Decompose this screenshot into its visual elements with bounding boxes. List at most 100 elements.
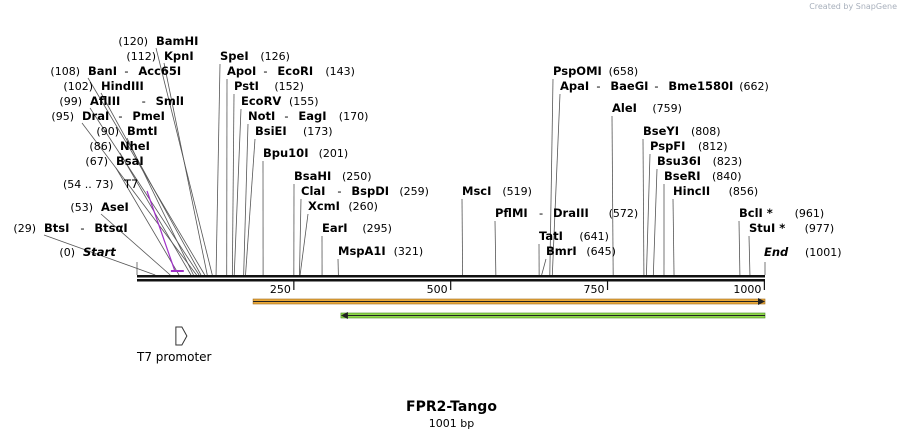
site-nhei-name[interactable]: NheI xyxy=(120,139,150,153)
site-eari-name[interactable]: EarI xyxy=(322,221,348,235)
site-bseyi[interactable]: BseYI (808) xyxy=(643,124,721,138)
site-mspa1i[interactable]: MspA1I (321) xyxy=(338,244,423,258)
site-asei[interactable]: (53) AseI xyxy=(70,200,128,214)
site-bani-name[interactable]: Acc65I xyxy=(138,64,181,78)
site-noti[interactable]: NotI - EagI (170) xyxy=(248,109,368,123)
site-hincii[interactable]: HincII (856) xyxy=(673,184,758,198)
site-tati-name[interactable]: TatI xyxy=(539,229,563,243)
site-mspa1i-name[interactable]: MspA1I xyxy=(338,244,386,258)
site-bcli-name[interactable]: BclI * xyxy=(739,206,773,220)
site-afliii-name[interactable]: SmlI xyxy=(156,94,185,108)
site-btsi[interactable]: (29) BtsI - BtsαI xyxy=(13,221,127,235)
forward-orf-arrow[interactable] xyxy=(252,298,766,305)
site-pflmi-separator: - xyxy=(539,206,543,220)
site-afliii[interactable]: (99) AflIII - SmlI xyxy=(59,94,184,108)
site-spei-position: (126) xyxy=(260,50,290,63)
site-pspomi-name[interactable]: PspOMI xyxy=(553,64,602,78)
site-drai-name[interactable]: DraI xyxy=(82,109,109,123)
site-alei[interactable]: AleI (759) xyxy=(612,101,682,115)
site-bseri[interactable]: BseRI (840) xyxy=(664,169,742,183)
site-apai-name[interactable]: ApaI xyxy=(560,79,589,93)
site-eari[interactable]: EarI (295) xyxy=(322,221,392,235)
site-hincii-name[interactable]: HincII xyxy=(673,184,710,198)
site-bsu36i[interactable]: Bsu36I (823) xyxy=(657,154,742,168)
site-clai-separator: - xyxy=(337,184,341,198)
site-psti[interactable]: PstI (152) xyxy=(234,79,304,93)
site-apai-name[interactable]: BaeGI xyxy=(610,79,648,93)
site-bseri-name[interactable]: BseRI xyxy=(664,169,701,183)
site-hindiii-name[interactable]: HindIII xyxy=(101,79,144,93)
site-pspfi-name[interactable]: PspFI xyxy=(650,139,685,153)
site-apoi-name[interactable]: ApoI xyxy=(227,64,256,78)
site-pflmi-name[interactable]: PflMI xyxy=(495,206,528,220)
site-noti-name[interactable]: EagI xyxy=(298,109,326,123)
site-bsu36i-name[interactable]: Bsu36I xyxy=(657,154,701,168)
site-pflmi-name[interactable]: DraIII xyxy=(553,206,589,220)
site-bsai[interactable]: (67) BsaI xyxy=(85,154,143,168)
site-bmti-name[interactable]: BmtI xyxy=(127,124,158,138)
site-ecorv-name[interactable]: EcoRV xyxy=(241,94,281,108)
site-noti-name[interactable]: NotI xyxy=(248,109,275,123)
site-apoi-name[interactable]: EcoRI xyxy=(277,64,313,78)
end-position: (1001) xyxy=(805,246,842,259)
site-bpu10i[interactable]: Bpu10I (201) xyxy=(263,146,348,160)
site-drai-leader xyxy=(81,122,197,276)
site-bamhi[interactable]: (120) BamHI xyxy=(118,34,198,48)
site-bamhi-name[interactable]: BamHI xyxy=(156,34,198,48)
site-bseyi-name[interactable]: BseYI xyxy=(643,124,679,138)
site-bpu10i-name[interactable]: Bpu10I xyxy=(263,146,308,160)
site-bseri-position: (840) xyxy=(712,170,742,183)
site-ecorv-position: (155) xyxy=(289,95,319,108)
site-pspfi[interactable]: PspFI (812) xyxy=(650,139,728,153)
site-ecorv[interactable]: EcoRV (155) xyxy=(241,94,319,108)
site-xcmi-name[interactable]: XcmI xyxy=(308,199,340,213)
site-stui[interactable]: StuI * (977) xyxy=(749,221,834,235)
site-pspomi[interactable]: PspOMI (658) xyxy=(553,64,638,78)
site-nhei[interactable]: (86) NheI xyxy=(89,139,149,153)
site-bsu36i-leader xyxy=(652,168,658,276)
site-clai-name[interactable]: ClaI xyxy=(301,184,325,198)
site-apai-name[interactable]: Bme1580I xyxy=(668,79,733,93)
site-asei-name[interactable]: AseI xyxy=(101,200,129,214)
site-bani-name[interactable]: BanI xyxy=(88,64,117,78)
site-tati[interactable]: TatI (641) xyxy=(539,229,609,243)
site-drai-name[interactable]: PmeI xyxy=(132,109,165,123)
primer-name[interactable]: T7 xyxy=(123,177,138,191)
site-clai-name[interactable]: BspDI xyxy=(351,184,389,198)
reverse-orf-arrow[interactable] xyxy=(340,312,766,319)
t7-promoter-label[interactable]: T7 promoter xyxy=(137,350,212,364)
site-pflmi[interactable]: PflMI - DraIII (572) xyxy=(495,206,638,220)
site-drai[interactable]: (95) DraI - PmeI xyxy=(51,109,164,123)
site-kpni[interactable]: (112) KpnI xyxy=(126,49,193,63)
site-bsiei[interactable]: BsiEI (173) xyxy=(255,124,333,138)
site-stui-name[interactable]: StuI * xyxy=(749,221,785,235)
site-btsi-name[interactable]: BtsαI xyxy=(94,221,127,235)
site-bsahi-name[interactable]: BsaHI xyxy=(294,169,331,183)
site-btsi-name[interactable]: BtsI xyxy=(44,221,69,235)
site-bsiei-name[interactable]: BsiEI xyxy=(255,124,287,138)
site-afliii-name[interactable]: AflIII xyxy=(90,94,120,108)
site-clai[interactable]: ClaI - BspDI (259) xyxy=(301,184,429,198)
site-xcmi[interactable]: XcmI (260) xyxy=(308,199,378,213)
site-alei-name[interactable]: AleI xyxy=(612,101,637,115)
site-bcli[interactable]: BclI * (961) xyxy=(739,206,824,220)
site-msci-name[interactable]: MscI xyxy=(462,184,491,198)
site-kpni-name[interactable]: KpnI xyxy=(164,49,194,63)
site-bmti[interactable]: (90) BmtI xyxy=(96,124,157,138)
site-bsiei-leader xyxy=(245,138,256,276)
site-spei-name[interactable]: SpeI xyxy=(220,49,249,63)
site-psti-name[interactable]: PstI xyxy=(234,79,259,93)
site-bmri[interactable]: BmrI (645) xyxy=(546,244,616,258)
site-bsahi[interactable]: BsaHI (250) xyxy=(294,169,372,183)
site-msci[interactable]: MscI (519) xyxy=(462,184,532,198)
site-bsai-name[interactable]: BsaI xyxy=(116,154,144,168)
site-bmri-name[interactable]: BmrI xyxy=(546,244,577,258)
t7-promoter-arrow[interactable] xyxy=(175,326,188,346)
site-apoi[interactable]: ApoI - EcoRI (143) xyxy=(227,64,355,78)
site-spei[interactable]: SpeI (126) xyxy=(220,49,290,63)
site-hindiii[interactable]: (102) HindIII xyxy=(63,79,143,93)
backbone-bottom-strand xyxy=(137,279,765,282)
site-bani[interactable]: (108) BanI - Acc65I xyxy=(50,64,181,78)
site-apai[interactable]: ApaI - BaeGI - Bme1580I (662) xyxy=(560,79,769,93)
